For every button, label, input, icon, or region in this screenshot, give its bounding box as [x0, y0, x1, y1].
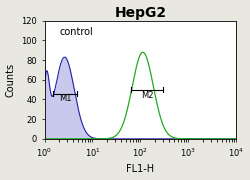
Text: control: control [60, 26, 94, 37]
Title: HepG2: HepG2 [114, 6, 166, 20]
Text: M1: M1 [59, 94, 72, 103]
X-axis label: FL1-H: FL1-H [126, 165, 154, 174]
Y-axis label: Counts: Counts [6, 63, 16, 97]
Text: M2: M2 [141, 91, 154, 100]
